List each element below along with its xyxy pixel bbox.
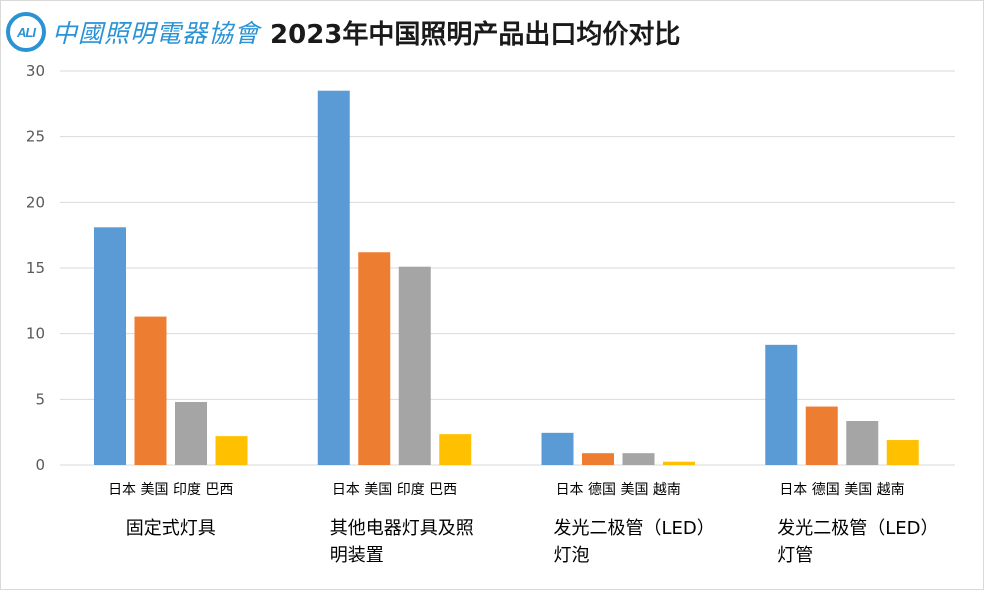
bar (886, 440, 919, 465)
bar (805, 406, 838, 465)
y-tick-label: 0 (35, 456, 45, 474)
country-labels: 日本 德国 美国 越南 (556, 482, 681, 498)
y-tick-label: 10 (26, 325, 45, 343)
bar (439, 434, 472, 465)
bar (215, 436, 248, 465)
bar (94, 227, 126, 465)
y-axis: 0 5 10 15 20 25 30 (26, 62, 45, 474)
bars (94, 90, 919, 465)
y-tick-label: 25 (26, 128, 45, 146)
y-tick-label: 5 (35, 390, 45, 408)
bar (765, 344, 798, 465)
group-label: 固定式灯具 (126, 518, 216, 539)
chart-header: ALI 中國照明電器協會 2023年中国照明产品出口均价对比 (6, 10, 680, 54)
bar (663, 461, 695, 465)
bar (134, 316, 167, 465)
bar (541, 432, 574, 465)
group-label: 其他电器灯具及照 (330, 518, 474, 539)
chart-title: 2023年中国照明产品出口均价对比 (270, 19, 681, 50)
bar (622, 453, 655, 465)
y-tick-label: 15 (26, 259, 45, 277)
group-label: 发光二极管（LED） (554, 518, 715, 539)
y-tick-label: 30 (26, 62, 45, 80)
group-label: 灯管 (777, 545, 813, 566)
bar (846, 421, 879, 465)
bar (398, 266, 431, 465)
group-label: 发光二极管（LED） (777, 518, 938, 539)
bar (358, 252, 391, 465)
country-labels: 日本 美国 印度 巴西 (332, 482, 457, 498)
cali-logo-icon: ALI (6, 12, 46, 52)
country-labels: 日本 美国 印度 巴西 (108, 482, 233, 498)
y-tick-label: 20 (26, 193, 45, 211)
logo-text: 中國照明電器協會 (52, 19, 261, 48)
group-label: 明装置 (330, 545, 384, 566)
bar (582, 453, 614, 465)
gridlines (60, 70, 955, 466)
bar (175, 401, 207, 465)
bar (317, 90, 350, 465)
country-labels: 日本 德国 美国 越南 (779, 482, 904, 498)
group-label: 灯泡 (554, 545, 590, 566)
